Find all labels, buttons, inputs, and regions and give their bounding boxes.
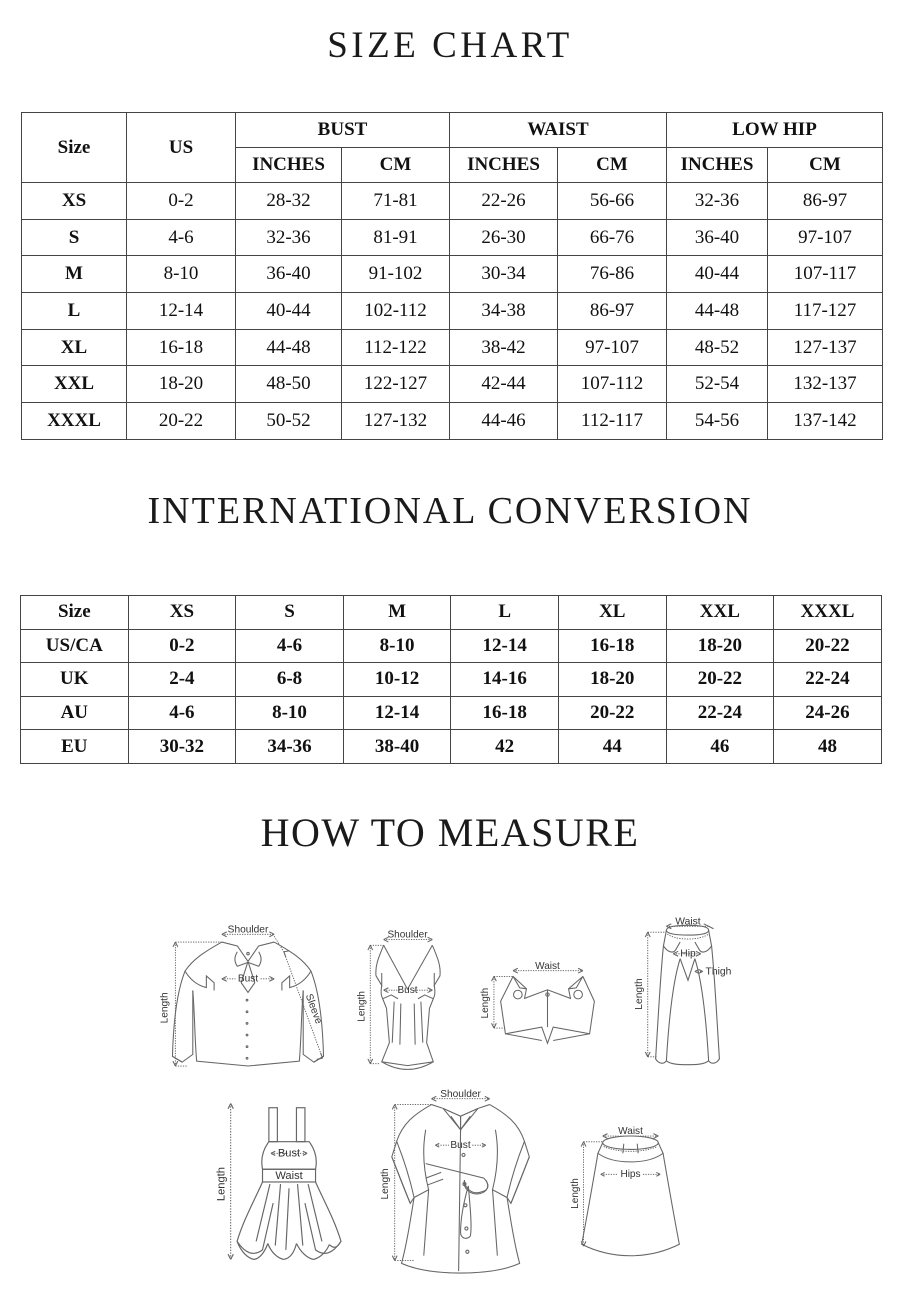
svg-text:Waist: Waist — [275, 1170, 303, 1182]
svg-text:Length: Length — [480, 988, 491, 1019]
svg-text:Length: Length — [380, 1168, 391, 1199]
svg-text:Length: Length — [570, 1178, 581, 1209]
svg-text:Bust: Bust — [397, 985, 417, 996]
svg-text:Sleeve: Sleeve — [303, 993, 324, 1026]
svg-text:Hip: Hip — [680, 949, 696, 960]
svg-text:Waist: Waist — [535, 961, 560, 972]
svg-text:Hips: Hips — [620, 1169, 640, 1180]
svg-text:Waist: Waist — [618, 1126, 643, 1137]
svg-text:Thigh: Thigh — [706, 966, 732, 977]
svg-text:Length: Length — [357, 991, 368, 1022]
svg-text:Bust: Bust — [238, 974, 259, 985]
svg-text:Length: Length — [160, 992, 171, 1023]
svg-text:Length: Length — [215, 1167, 227, 1201]
svg-text:Shoulder: Shoulder — [228, 924, 269, 935]
svg-text:Shoulder: Shoulder — [440, 1089, 481, 1100]
svg-text:Shoulder: Shoulder — [387, 930, 428, 941]
svg-text:Length: Length — [634, 978, 645, 1010]
svg-text:Bust: Bust — [278, 1148, 301, 1160]
